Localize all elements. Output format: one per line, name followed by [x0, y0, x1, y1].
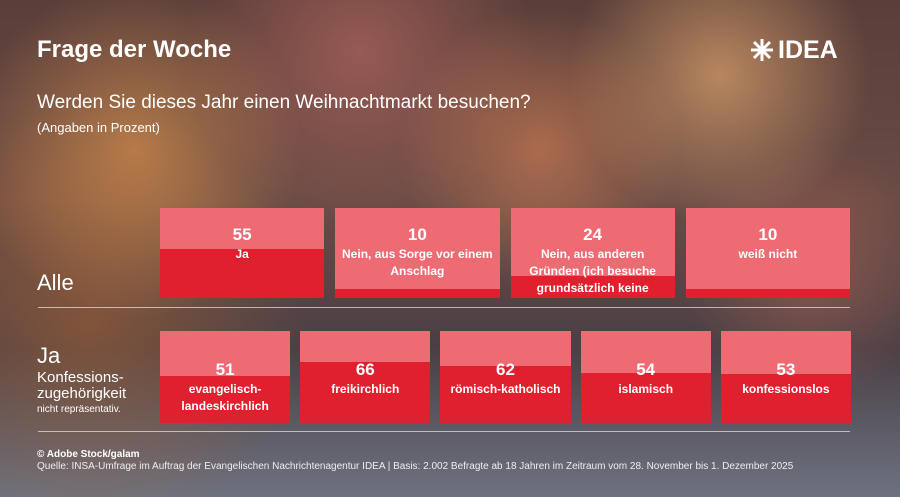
box: 10 Nein, aus Sorge vor einem Anschlag: [335, 208, 500, 298]
box: 54 islamisch: [580, 331, 711, 423]
divider: [38, 431, 850, 432]
box-text: 66 freikirchlich: [304, 359, 426, 398]
category-label: freikirchlich: [331, 382, 400, 396]
category-label: weiß nicht: [738, 247, 798, 261]
category-label: römisch-katholisch: [450, 382, 561, 396]
box: 10 weiß nicht: [685, 208, 850, 298]
row-label: Alle: [37, 270, 74, 295]
box: 53 konfessionslos: [720, 331, 851, 423]
box-text: 24 Nein, aus anderen Gründen (ich besuche…: [515, 224, 671, 298]
value-label: 24: [583, 225, 603, 244]
fill-bar: [300, 362, 431, 423]
value-label: 62: [496, 360, 515, 379]
value-label: 53: [776, 360, 796, 379]
row-note: nicht repräsentativ.: [37, 404, 121, 415]
fill-bar: [720, 374, 851, 423]
box: 51 evangelisch-landeskirchlich: [160, 331, 291, 423]
value-label: 10: [407, 225, 427, 244]
fill-bar: [160, 248, 325, 298]
box-text: 10 weiß nicht: [690, 224, 846, 263]
box-text: 54 islamisch: [585, 359, 707, 398]
divider: [38, 307, 850, 308]
chart-title: Werden Sie dieses Jahr einen Weihnachtma…: [37, 92, 531, 113]
logo-icon: [751, 39, 773, 61]
box-text: 55 Ja: [164, 224, 320, 263]
logo-text: IDEA: [778, 36, 838, 64]
category-label: evangelisch-landeskirchlich: [181, 382, 269, 413]
box-text: 53 konfessionslos: [725, 359, 847, 398]
fill-bar: [440, 365, 571, 423]
category-label: Ja: [235, 247, 249, 261]
value-label: 54: [636, 360, 656, 379]
box: 66 freikirchlich: [300, 331, 431, 423]
box-text: 62 römisch-katholisch: [444, 359, 566, 398]
fill-bar: [685, 289, 850, 298]
fill-bar: [510, 276, 675, 298]
fill-bar: [335, 289, 500, 298]
fill-bar: [580, 373, 711, 423]
value-label: 66: [355, 360, 375, 379]
category-label: konfessionslos: [742, 382, 830, 396]
fill-bar: [160, 376, 291, 423]
chart-subtitle: (Angaben in Prozent): [37, 120, 160, 135]
category-label: islamisch: [618, 382, 674, 396]
box: 55 Ja: [160, 208, 325, 298]
value-label: 51: [215, 360, 235, 379]
category-label: Nein, aus Sorge vor einem Anschlag: [342, 247, 493, 278]
credit: © Adobe Stock/galam: [37, 449, 140, 460]
row-sublabel: Konfessions-zugehörigkeit: [37, 369, 127, 402]
source: Quelle: INSA-Umfrage im Auftrag der Evan…: [37, 461, 794, 472]
box: 62 römisch-katholisch: [440, 331, 571, 423]
box: 24 Nein, aus anderen Gründen (ich besuche…: [510, 208, 675, 298]
category-label: Nein, aus anderen Gründen (ich besuche g…: [529, 247, 656, 295]
row-label: Ja: [37, 343, 61, 368]
value-label: 10: [758, 225, 778, 244]
box-text: 51 evangelisch-landeskirchlich: [164, 359, 286, 415]
value-label: 55: [232, 225, 252, 244]
box-text: 10 Nein, aus Sorge vor einem Anschlag: [339, 224, 495, 280]
header-title: Frage der Woche: [37, 36, 232, 63]
